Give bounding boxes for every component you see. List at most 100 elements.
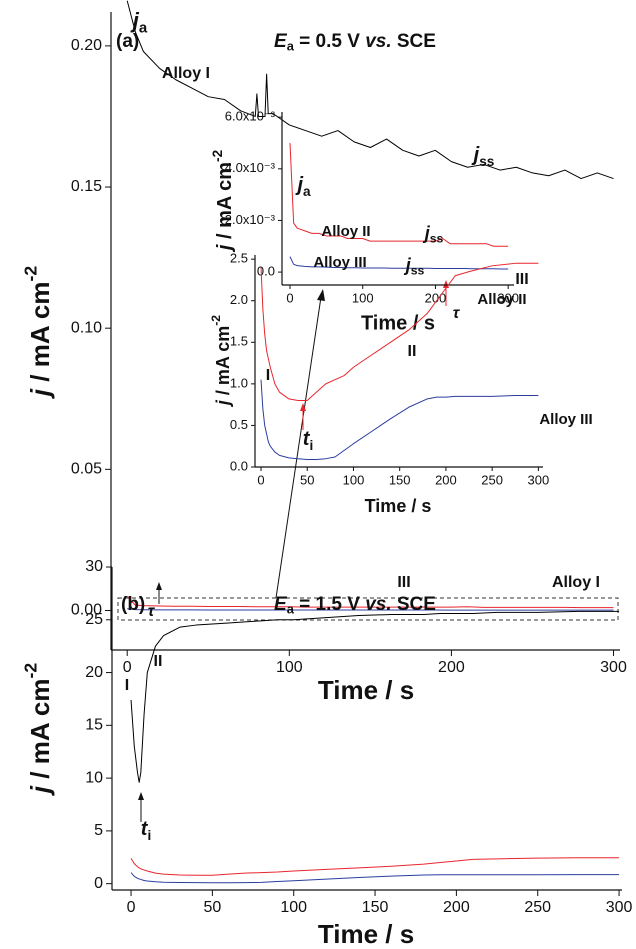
text-part: j bbox=[130, 8, 140, 33]
text-part: ss bbox=[430, 232, 444, 246]
series-line bbox=[289, 256, 509, 270]
arrow-head bbox=[156, 582, 162, 590]
text-part: τ bbox=[453, 305, 461, 322]
x-tick-label: 0 bbox=[123, 659, 132, 676]
y-tick-label: 0.0 bbox=[230, 458, 248, 473]
x-tick-label: 0 bbox=[127, 899, 136, 916]
x-tick-label: 100 bbox=[352, 290, 374, 305]
x-tick-label: 250 bbox=[524, 899, 551, 916]
y-tick-label: 2.5 bbox=[230, 251, 248, 266]
y-tick-label: 20 bbox=[85, 664, 103, 681]
arrow-head bbox=[317, 289, 325, 301]
panel-label: (b) bbox=[121, 594, 145, 615]
text-part: ss bbox=[411, 264, 425, 278]
text-part: ss bbox=[479, 154, 494, 169]
x-tick-label: 50 bbox=[203, 899, 221, 916]
text-part: E bbox=[274, 594, 288, 615]
annotation: III bbox=[515, 271, 528, 288]
y-tick-label: 6.0x10⁻³ bbox=[225, 109, 276, 124]
series-line bbox=[130, 610, 620, 783]
text-part: i bbox=[309, 438, 313, 453]
annotation: jss bbox=[404, 255, 425, 278]
annotation: jss bbox=[471, 144, 495, 168]
y-tick-label: 0.0 bbox=[257, 264, 275, 279]
y-axis-title: j / mA cm-2 bbox=[20, 663, 55, 797]
series-line bbox=[126, 0, 614, 180]
zoom-box bbox=[117, 597, 619, 621]
zoom-arrow bbox=[275, 296, 322, 599]
annotation: II bbox=[408, 343, 417, 360]
y-tick-label: 2.0x10⁻³ bbox=[225, 212, 276, 227]
text-part: τ bbox=[148, 603, 156, 620]
text-part: SCE bbox=[392, 31, 436, 52]
annotation: III bbox=[397, 574, 410, 591]
annotation: I bbox=[125, 677, 129, 694]
x-tick-label: 0 bbox=[257, 472, 264, 487]
annotation: τ bbox=[148, 603, 156, 620]
y-axis-title: j / mA cm-2 bbox=[20, 266, 55, 400]
text-part: a bbox=[139, 20, 148, 37]
chart-title: Ea = 0.5 V vs. SCE bbox=[274, 31, 436, 54]
text-part: a bbox=[303, 184, 311, 199]
x-tick-label: 200 bbox=[443, 899, 470, 916]
text-part: / mA cm bbox=[213, 326, 233, 400]
y-tick-label: 0.10 bbox=[71, 319, 102, 336]
text-part: a bbox=[287, 602, 295, 617]
annotation: ti bbox=[141, 818, 151, 842]
x-tick-label: 300 bbox=[600, 659, 627, 676]
annotation: ja bbox=[294, 174, 311, 198]
text-part: a bbox=[287, 39, 295, 54]
x-tick-label: 0 bbox=[286, 290, 293, 305]
y-tick-label: 0.5 bbox=[230, 417, 248, 432]
text-part: j bbox=[213, 399, 233, 407]
arrow-head bbox=[138, 792, 144, 800]
text-part: III bbox=[515, 271, 528, 288]
y-tick-label: 25 bbox=[85, 611, 103, 628]
text-part: vs. bbox=[365, 594, 391, 615]
text-part: II bbox=[154, 653, 163, 670]
series-line bbox=[260, 262, 539, 401]
x-axis-title: Time / s bbox=[318, 675, 414, 705]
arrow-head bbox=[300, 403, 306, 411]
text-part: II bbox=[408, 343, 417, 360]
annotation: τ bbox=[453, 305, 461, 322]
x-tick-label: 100 bbox=[276, 659, 303, 676]
text-part: j bbox=[25, 785, 55, 796]
series-line bbox=[127, 608, 614, 611]
series-line bbox=[126, 596, 614, 609]
y-tick-label: 0.20 bbox=[71, 37, 102, 54]
y-tick-label: 5 bbox=[94, 822, 103, 839]
text-part: j bbox=[404, 255, 412, 275]
series-line bbox=[289, 142, 509, 247]
x-tick-label: 300 bbox=[606, 899, 633, 916]
text-part: -2 bbox=[210, 149, 225, 162]
y-tick-label: 10 bbox=[85, 769, 103, 786]
text-part: j bbox=[423, 223, 431, 243]
x-tick-label: 150 bbox=[362, 899, 389, 916]
series-line bbox=[260, 379, 539, 461]
y-axis-title: j / mA cm-2 bbox=[210, 149, 237, 253]
text-part: = 1.5 V bbox=[294, 594, 365, 615]
panel-label: (a) bbox=[116, 31, 139, 52]
annotation: Alloy III bbox=[313, 254, 366, 271]
x-tick-label: 200 bbox=[425, 290, 447, 305]
annotation: Alloy III bbox=[539, 411, 592, 428]
text-part: I bbox=[266, 367, 270, 384]
text-part: j bbox=[471, 144, 480, 166]
x-tick-label: 150 bbox=[389, 472, 411, 487]
text-part: / mA cm bbox=[25, 282, 55, 389]
x-tick-label: 200 bbox=[438, 659, 465, 676]
text-part: j bbox=[25, 388, 55, 399]
y-tick-label: 30 bbox=[85, 558, 103, 575]
x-axis-title: Time / s bbox=[361, 312, 435, 334]
text-part: SCE bbox=[392, 594, 436, 615]
annotation: Alloy II bbox=[321, 223, 370, 240]
x-tick-label: 250 bbox=[481, 472, 503, 487]
y-tick-label: 0.05 bbox=[71, 461, 102, 478]
text-part: / mA cm bbox=[25, 679, 55, 786]
text-part: III bbox=[397, 574, 410, 591]
text-part: vs. bbox=[365, 31, 391, 52]
annotation: Alloy I bbox=[162, 65, 210, 82]
x-tick-label: 300 bbox=[528, 472, 550, 487]
